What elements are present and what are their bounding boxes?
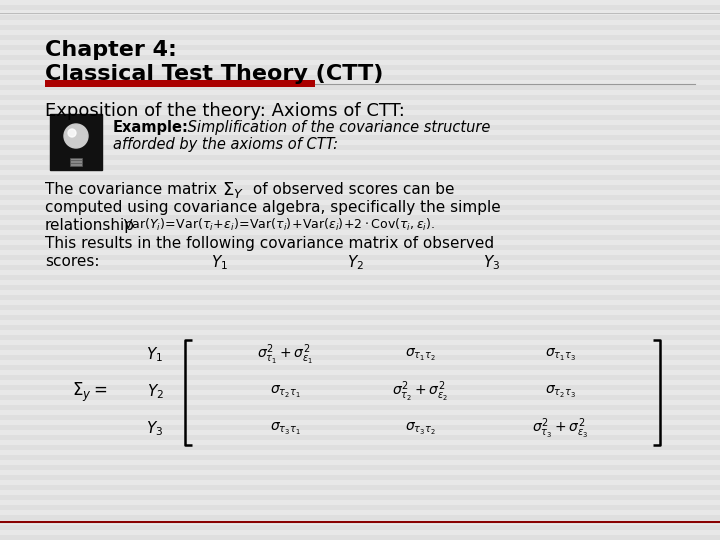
Bar xyxy=(0,325,720,330)
Bar xyxy=(0,395,720,400)
Bar xyxy=(0,105,720,110)
Circle shape xyxy=(68,129,76,137)
Text: relationship: relationship xyxy=(45,218,135,233)
Bar xyxy=(45,80,315,87)
Bar xyxy=(0,385,720,390)
Bar xyxy=(0,55,720,60)
Text: Exposition of the theory: Axioms of CTT:: Exposition of the theory: Axioms of CTT: xyxy=(45,102,405,120)
Bar xyxy=(0,285,720,290)
Text: This results in the following covariance matrix of observed: This results in the following covariance… xyxy=(45,236,494,251)
Text: $Y_1$: $Y_1$ xyxy=(212,253,228,272)
Text: of observed scores can be: of observed scores can be xyxy=(248,182,454,197)
Text: $\sigma^2_{\tau_1}+\sigma^2_{\varepsilon_1}$: $\sigma^2_{\tau_1}+\sigma^2_{\varepsilon… xyxy=(257,343,313,367)
Text: $\mathrm{Var}(Y_i)\!=\!\mathrm{Var}(\tau_i\!+\!\varepsilon_i)\!=\!\mathrm{Var}(\: $\mathrm{Var}(Y_i)\!=\!\mathrm{Var}(\tau… xyxy=(123,217,435,233)
Bar xyxy=(0,5,720,10)
Text: $\sigma_{\tau_1\tau_3}$: $\sigma_{\tau_1\tau_3}$ xyxy=(544,347,575,363)
Text: $\sigma_{\tau_3\tau_1}$: $\sigma_{\tau_3\tau_1}$ xyxy=(270,421,300,437)
Text: $\sigma_{\tau_2\tau_3}$: $\sigma_{\tau_2\tau_3}$ xyxy=(544,384,575,400)
Bar xyxy=(0,245,720,250)
Text: $\sigma_{\tau_3\tau_2}$: $\sigma_{\tau_3\tau_2}$ xyxy=(405,421,436,437)
Bar xyxy=(0,525,720,530)
Bar xyxy=(0,365,720,370)
Text: computed using covariance algebra, specifically the simple: computed using covariance algebra, speci… xyxy=(45,200,500,215)
Bar xyxy=(0,335,720,340)
Text: $\sigma_{\tau_2\tau_1}$: $\sigma_{\tau_2\tau_1}$ xyxy=(270,384,300,400)
Text: $\sigma^2_{\tau_3}+\sigma^2_{\varepsilon_3}$: $\sigma^2_{\tau_3}+\sigma^2_{\varepsilon… xyxy=(532,417,588,441)
Bar xyxy=(0,465,720,470)
Bar xyxy=(0,495,720,500)
Bar xyxy=(50,114,102,170)
Bar xyxy=(0,515,720,520)
Text: $\sigma_{\tau_1\tau_2}$: $\sigma_{\tau_1\tau_2}$ xyxy=(405,347,436,363)
Bar xyxy=(0,455,720,460)
Circle shape xyxy=(64,124,88,148)
Bar xyxy=(0,475,720,480)
Text: $\Sigma_y =$: $\Sigma_y =$ xyxy=(72,380,108,403)
Bar xyxy=(0,165,720,170)
Bar xyxy=(0,275,720,280)
Bar xyxy=(0,35,720,40)
Bar xyxy=(0,25,720,30)
Bar xyxy=(0,95,720,100)
Bar xyxy=(0,145,720,150)
Text: $Y_3$: $Y_3$ xyxy=(483,253,500,272)
Bar xyxy=(0,315,720,320)
Text: $Y_1$: $Y_1$ xyxy=(146,346,163,365)
Bar xyxy=(0,45,720,50)
Text: $Y_2$: $Y_2$ xyxy=(346,253,364,272)
Bar xyxy=(0,405,720,410)
Bar xyxy=(0,115,720,120)
Bar xyxy=(0,205,720,210)
Bar xyxy=(0,155,720,160)
Bar xyxy=(0,505,720,510)
Bar xyxy=(0,255,720,260)
Text: Classical Test Theory (CTT): Classical Test Theory (CTT) xyxy=(45,64,383,84)
Bar xyxy=(0,345,720,350)
Bar xyxy=(0,225,720,230)
Bar xyxy=(0,375,720,380)
Bar xyxy=(0,235,720,240)
Text: $Y_3$: $Y_3$ xyxy=(146,420,163,438)
Bar xyxy=(0,135,720,140)
Bar xyxy=(0,65,720,70)
Text: scores:: scores: xyxy=(45,254,99,269)
Bar xyxy=(0,15,720,20)
Bar xyxy=(0,435,720,440)
Bar xyxy=(0,305,720,310)
Bar xyxy=(0,215,720,220)
Text: The covariance matrix: The covariance matrix xyxy=(45,182,217,197)
Bar xyxy=(0,445,720,450)
Bar xyxy=(0,195,720,200)
Text: afforded by the axioms of CTT:: afforded by the axioms of CTT: xyxy=(113,137,338,152)
Text: $Y_2$: $Y_2$ xyxy=(146,383,163,401)
Bar xyxy=(0,75,720,80)
Bar xyxy=(0,125,720,130)
Text: $\sigma^2_{\tau_2}+\sigma^2_{\varepsilon_2}$: $\sigma^2_{\tau_2}+\sigma^2_{\varepsilon… xyxy=(392,380,448,404)
Bar xyxy=(0,85,720,90)
Bar xyxy=(0,355,720,360)
Bar xyxy=(0,415,720,420)
Text: Chapter 4:: Chapter 4: xyxy=(45,40,177,60)
Bar xyxy=(0,485,720,490)
Bar xyxy=(70,158,82,166)
Bar xyxy=(0,535,720,540)
Bar xyxy=(0,265,720,270)
Text: Simplification of the covariance structure: Simplification of the covariance structu… xyxy=(183,120,490,135)
Bar xyxy=(0,185,720,190)
Bar xyxy=(0,295,720,300)
Bar xyxy=(0,175,720,180)
Text: $\Sigma_Y$: $\Sigma_Y$ xyxy=(222,180,244,200)
Text: Example:: Example: xyxy=(113,120,189,135)
Bar xyxy=(0,425,720,430)
